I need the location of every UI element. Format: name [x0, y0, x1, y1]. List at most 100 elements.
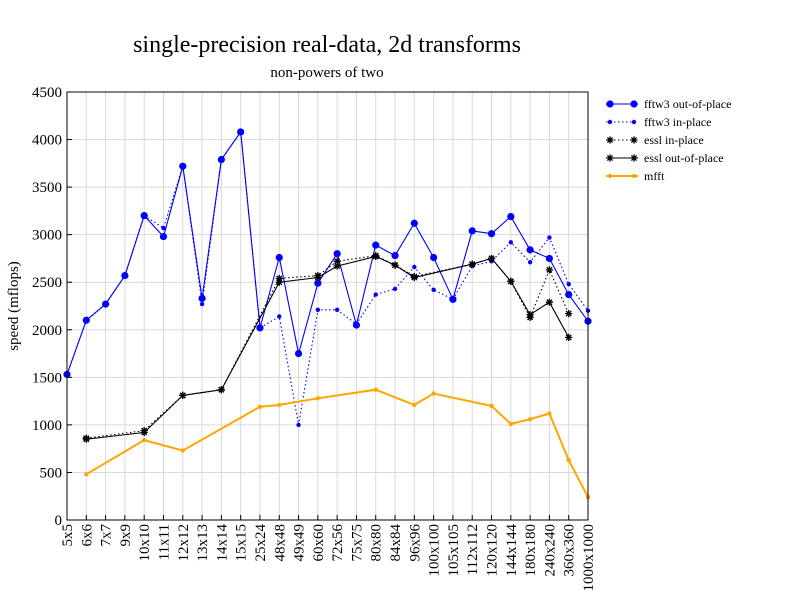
x-tick-label: 11x11 — [156, 524, 172, 560]
data-point — [565, 290, 573, 299]
data-point — [275, 253, 283, 262]
x-tick-label: 25x24 — [253, 524, 269, 562]
series-3 — [82, 252, 573, 443]
data-point — [277, 402, 282, 408]
y-tick-label: 2000 — [32, 323, 62, 339]
y-axis-ticks: 0 500 1000 1500 2000 2500 3000 3500 4000 4500 — [32, 85, 72, 529]
x-tick-label: 105x105 — [446, 524, 462, 577]
data-point — [527, 416, 533, 422]
data-point — [84, 472, 89, 477]
data-point — [257, 325, 263, 331]
series-0 — [63, 128, 592, 379]
legend-entry: fftw3 out-of-place — [606, 97, 731, 111]
legend-label: essl in-place — [644, 133, 704, 147]
data-point — [489, 403, 494, 409]
data-point — [238, 129, 243, 135]
data-point — [391, 261, 399, 269]
data-point — [431, 391, 436, 396]
legend-marker — [630, 100, 638, 108]
data-point — [545, 298, 554, 306]
data-point — [526, 246, 534, 254]
data-point — [507, 277, 515, 285]
data-point — [275, 278, 283, 286]
legend-entry: mfft — [606, 169, 665, 183]
legend-label: mfft — [644, 169, 665, 183]
data-point — [565, 310, 573, 318]
y-tick-label: 4000 — [32, 133, 62, 149]
legend-marker — [606, 154, 614, 162]
data-series — [63, 128, 592, 500]
data-point — [547, 411, 552, 416]
x-tick-label: 6x6 — [79, 524, 95, 547]
legend-marker — [631, 119, 637, 125]
data-point — [410, 273, 418, 282]
x-tick-label: 9x9 — [118, 524, 134, 547]
legend-marker — [606, 136, 614, 144]
legend-marker — [631, 173, 637, 179]
legend-label: fftw3 in-place — [644, 115, 711, 129]
x-tick-label: 7x7 — [99, 524, 115, 547]
chart-subtitle: non-powers of two — [270, 65, 383, 81]
x-tick-label: 14x14 — [214, 524, 230, 562]
data-point — [545, 266, 554, 274]
data-point — [219, 157, 224, 162]
x-tick-label: 112x112 — [465, 524, 481, 575]
x-tick-label: 80x80 — [369, 524, 385, 562]
data-point — [217, 386, 225, 394]
data-point — [159, 232, 168, 241]
data-point — [180, 448, 185, 453]
data-point — [372, 241, 380, 249]
data-point — [141, 213, 147, 218]
x-axis-ticks: 5x5 6x6 7x7 9x9 10x10 11x11 12x12 13x13 14x14 15x… — [60, 515, 597, 592]
x-tick-label: 240x240 — [542, 524, 558, 577]
y-tick-label: 4500 — [32, 85, 62, 101]
y-tick-label: 500 — [40, 465, 63, 481]
legend-entry: fftw3 in-place — [606, 115, 711, 129]
legend-label: essl out-of-place — [644, 151, 724, 165]
data-point — [103, 301, 108, 307]
legend-entry: essl in-place — [606, 133, 704, 147]
x-tick-label: 60x60 — [311, 524, 327, 562]
data-point — [391, 251, 399, 260]
x-tick-label: 48x48 — [272, 524, 288, 562]
x-tick-label: 49x49 — [292, 524, 308, 562]
data-point — [257, 404, 263, 410]
x-tick-label: 180x180 — [523, 524, 539, 577]
y-tick-label: 1500 — [32, 370, 62, 386]
data-point — [82, 435, 90, 443]
series-4 — [84, 387, 591, 500]
data-point — [334, 307, 340, 313]
x-tick-label: 144x144 — [504, 524, 520, 577]
data-point — [547, 235, 552, 240]
data-point — [314, 279, 322, 287]
x-tick-label: 75x75 — [349, 524, 365, 562]
data-point — [122, 273, 128, 278]
data-point — [565, 333, 573, 341]
data-point — [508, 421, 514, 427]
data-point — [333, 250, 341, 258]
y-tick-label: 2500 — [32, 275, 62, 291]
x-tick-label: 96x96 — [407, 524, 423, 562]
legend-marker — [607, 119, 613, 125]
legend-marker — [630, 136, 638, 144]
legend-entry: essl out-of-place — [606, 151, 724, 165]
data-point — [566, 457, 571, 463]
x-tick-label: 360x360 — [562, 524, 578, 577]
data-point — [373, 292, 378, 297]
data-point — [161, 225, 166, 231]
data-point — [372, 252, 380, 261]
x-tick-label: 100x100 — [427, 524, 443, 577]
series-line — [66, 130, 589, 375]
x-tick-label: 1000x1000 — [581, 524, 597, 592]
data-point — [198, 294, 206, 302]
data-point — [180, 163, 185, 169]
data-point — [84, 318, 89, 323]
legend: fftw3 out-of-place fftw3 in-place essl in-… — [606, 97, 731, 183]
data-point — [508, 240, 514, 245]
data-point — [277, 314, 282, 319]
data-point — [450, 297, 456, 302]
data-point — [333, 257, 341, 265]
y-tick-label: 0 — [55, 513, 63, 529]
data-point — [431, 287, 436, 293]
